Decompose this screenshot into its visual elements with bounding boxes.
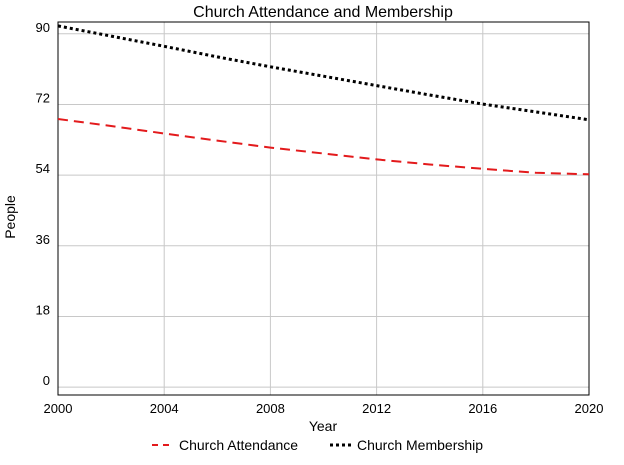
y-tick-label: 18 [36, 302, 50, 317]
legend-label: Church Membership [357, 437, 483, 453]
x-tick-label: 2004 [150, 401, 179, 416]
legend-label: Church Attendance [179, 437, 298, 453]
y-tick-label: 54 [36, 161, 50, 176]
grid [57, 22, 590, 395]
series-line-membership [57, 24, 590, 122]
x-tick-label: 2020 [575, 401, 604, 416]
legend: Church Attendance Church Membership [152, 437, 483, 453]
series-line-attendance [57, 118, 590, 176]
series-layer [57, 24, 590, 176]
x-tick-label: 2008 [256, 401, 285, 416]
y-tick-label: 72 [36, 90, 50, 105]
x-tick-label: 2016 [468, 401, 497, 416]
tick-labels: 2000 2004 2008 2012 2016 2020 0 18 36 54 72 90 [36, 20, 604, 416]
y-tick-label: 0 [43, 373, 50, 388]
plot-frame [57, 21, 590, 396]
x-tick-label: 2000 [44, 401, 73, 416]
y-axis-label: People [2, 195, 18, 239]
chart-title: Church Attendance and Membership [193, 4, 453, 21]
x-tick-label: 2012 [362, 401, 391, 416]
y-tick-label: 90 [36, 20, 50, 35]
y-tick-label: 36 [36, 232, 50, 247]
x-axis-label: Year [309, 418, 338, 434]
